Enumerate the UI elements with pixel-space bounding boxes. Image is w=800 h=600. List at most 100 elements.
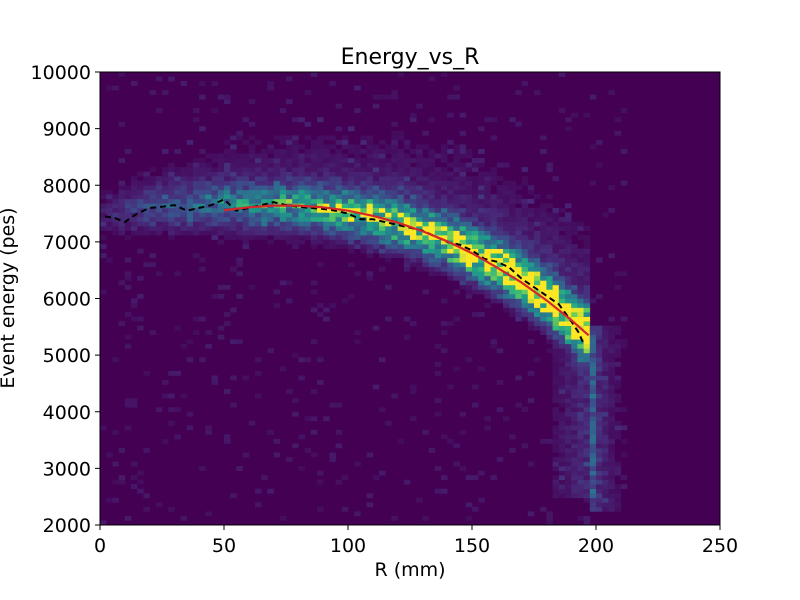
heatmap-bin [391,253,398,259]
heatmap-bin [602,334,609,340]
heatmap-bin [571,348,578,354]
y-tick-label: 4000 [43,402,91,424]
heatmap-bin [546,167,553,172]
heatmap-bin [323,307,330,313]
heatmap-bin [379,244,386,249]
heatmap-bin [558,257,566,263]
x-tick-label: 100 [330,535,366,557]
heatmap-bin [521,198,529,204]
heatmap-bin [558,438,566,444]
heatmap-bin [410,239,417,245]
heatmap-bin [298,235,305,240]
heatmap-bin [552,325,560,331]
heatmap-bin [583,416,591,422]
heatmap-bin [583,425,591,431]
heatmap-bin [403,262,411,268]
heatmap-bin [199,357,206,363]
heatmap-bin [571,443,578,449]
heatmap-bin [416,194,423,200]
heatmap-bin [490,248,498,254]
heatmap-bin [267,85,274,91]
heatmap-bin [422,207,429,213]
heatmap-bin [428,207,436,213]
heatmap-bin [372,162,380,168]
heatmap-bin [534,194,541,200]
heatmap-bin [341,212,349,218]
heatmap-bin [385,235,392,240]
heatmap-bin [608,416,615,422]
heatmap-bin [391,216,398,222]
heatmap-bin [577,402,584,408]
heatmap-bin [211,203,219,209]
heatmap-bin [248,203,256,209]
heatmap-bin [565,452,572,458]
heatmap-bin [441,207,448,213]
heatmap-bin [565,438,572,444]
heatmap-bin [143,189,150,195]
heatmap-bin [410,149,417,154]
heatmap-bin [230,158,237,163]
heatmap-bin [410,262,417,268]
heatmap-bin [329,153,336,159]
heatmap-bin [571,293,578,299]
heatmap-bin [558,330,566,336]
heatmap-bin [472,198,479,204]
heatmap-bin [571,384,578,390]
heatmap-bin [447,384,454,390]
heatmap-bin [571,307,578,313]
heatmap-bin [230,402,237,408]
heatmap-bin [131,216,138,222]
heatmap-bin [335,185,343,191]
heatmap-bin [273,149,281,154]
heatmap-bin [286,235,293,240]
heatmap-bin [596,343,603,349]
heatmap-bin [224,158,231,163]
heatmap-bin [596,466,603,471]
heatmap-bin [211,108,219,114]
heatmap-bin [422,216,429,222]
heatmap-bin [385,171,392,177]
heatmap-bin [428,216,436,222]
heatmap-bin [304,171,312,177]
heatmap-bin [131,185,138,191]
heatmap-bin [168,194,175,200]
heatmap-bin [186,180,194,186]
heatmap-bin [589,402,597,408]
heatmap-bin [620,108,628,114]
heatmap-bin [279,194,287,200]
heatmap-bin [521,280,529,286]
heatmap-bin [348,167,355,172]
heatmap-bin [583,352,591,358]
heatmap-bin [292,135,299,141]
heatmap-bin [558,452,566,458]
heatmap-bin [565,293,572,299]
heatmap-bin [546,325,553,331]
heatmap-bin [329,239,336,245]
heatmap-bin [490,180,498,186]
heatmap-bin [577,330,584,336]
heatmap-bin [577,488,584,494]
heatmap-bin [490,167,498,172]
heatmap-bin [193,185,200,191]
heatmap-bin [174,180,181,186]
heatmap-bin [496,212,504,218]
heatmap-bin [577,257,584,263]
heatmap-bin [205,221,212,227]
heatmap-bin [490,244,498,249]
heatmap-bin [341,189,349,195]
heatmap-bin [310,171,318,177]
heatmap-bin [180,343,188,349]
heatmap-bin [205,171,212,177]
heatmap-bin [360,176,367,182]
heatmap-bin [503,298,510,304]
heatmap-bin [478,194,485,200]
heatmap-bin [236,153,243,159]
heatmap-bin [521,248,529,254]
heatmap-bin [472,185,479,191]
heatmap-bin [354,176,361,182]
heatmap-bin [614,429,622,435]
heatmap-bin [465,262,473,268]
heatmap-bin [509,284,516,290]
heatmap-bin [348,180,355,186]
heatmap-bin [292,149,299,154]
